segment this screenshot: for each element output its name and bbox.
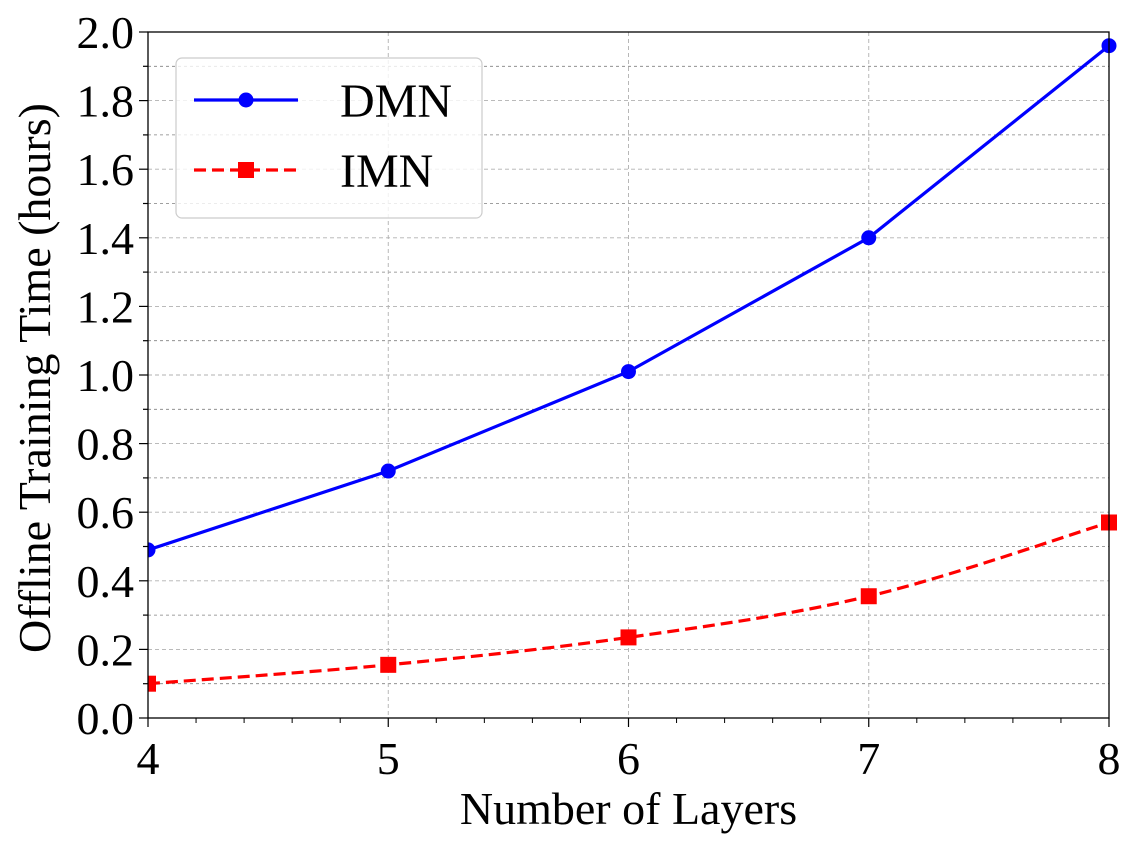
x-axis-label: Number of Layers: [460, 783, 797, 834]
data-point-dmn: [861, 230, 877, 246]
y-tick-label: 1.2: [77, 281, 135, 332]
axis-labels: Number of Layers Offline Training Time (…: [9, 103, 797, 834]
legend-entries: DMN IMN: [194, 75, 452, 198]
legend-marker-dmn: [238, 92, 254, 108]
data-point-imn: [148, 675, 156, 692]
data-point-dmn: [621, 364, 636, 380]
ticks: 0.0 0.2 0.4 0.6 0.8 1.0 1.2 1.4 1.6 1.8 2.0 4 5 6 7 8: [77, 7, 1121, 784]
series-dmn: [148, 38, 1117, 558]
legend: DMN IMN: [175, 57, 483, 219]
y-axis-label: Offline Training Time (hours): [9, 103, 60, 653]
y-tick-label: 2.0: [77, 7, 135, 58]
data-point-imn: [620, 629, 637, 646]
series-layer: [148, 38, 1117, 692]
y-tick-label: 0.6: [77, 487, 135, 538]
x-tick-label: 8: [1098, 733, 1121, 784]
data-point-dmn: [148, 542, 156, 558]
x-tick-label: 5: [377, 733, 400, 784]
y-tick-label: 0.0: [77, 693, 135, 744]
data-point-imn: [380, 656, 397, 673]
x-tick-label: 6: [617, 733, 640, 784]
y-tick-label: 1.6: [77, 144, 135, 195]
y-tick-label: 1.4: [77, 213, 135, 264]
y-tick-label: 1.8: [77, 76, 135, 127]
data-point-dmn: [380, 463, 396, 479]
series-line-imn: [148, 520, 1110, 686]
data-point-imn: [860, 588, 877, 605]
y-tick-label: 1.0: [77, 350, 135, 401]
y-tick-label: 0.2: [77, 624, 135, 675]
legend-label-imn: IMN: [340, 145, 433, 198]
legend-label-dmn: DMN: [340, 75, 452, 128]
y-tick-label: 0.8: [77, 419, 135, 470]
legend-marker-imn: [238, 162, 254, 178]
x-tick-label: 4: [137, 733, 160, 784]
series-imn: [148, 514, 1117, 692]
grid: [148, 32, 1109, 718]
x-tick-label: 7: [857, 733, 880, 784]
y-tick-label: 0.4: [77, 556, 135, 607]
